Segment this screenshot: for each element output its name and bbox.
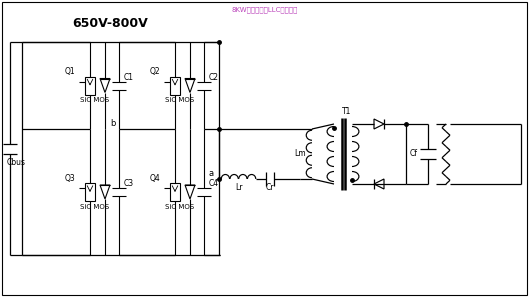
Text: Q4: Q4 (149, 173, 160, 182)
Bar (85, 183, 95, 201)
Text: C2: C2 (209, 73, 219, 82)
Text: Cbus: Cbus (7, 158, 26, 167)
Text: Cf: Cf (410, 149, 418, 159)
Text: b: b (111, 119, 116, 127)
Text: Q1: Q1 (64, 67, 75, 76)
Text: C4: C4 (209, 179, 219, 189)
Text: SiC MOS: SiC MOS (165, 97, 194, 103)
Bar (170, 183, 180, 201)
Text: SiC MOS: SiC MOS (80, 204, 109, 210)
Text: 650V-800V: 650V-800V (72, 17, 148, 30)
Text: Lr: Lr (235, 184, 242, 192)
Text: C1: C1 (124, 73, 134, 82)
Text: SiC MOS: SiC MOS (165, 204, 194, 210)
Text: Q2: Q2 (149, 67, 160, 76)
Text: Lm: Lm (294, 149, 306, 159)
Text: 8KW碳化硅全桥LLC解决方案: 8KW碳化硅全桥LLC解决方案 (232, 6, 298, 12)
Text: T1: T1 (342, 108, 352, 116)
Text: C3: C3 (124, 179, 134, 189)
Text: SiC MOS: SiC MOS (80, 97, 109, 103)
Bar (170, 77, 180, 94)
Text: a: a (209, 170, 214, 178)
Bar (85, 77, 95, 94)
Text: Q3: Q3 (64, 173, 75, 182)
Text: Cr: Cr (266, 184, 274, 192)
